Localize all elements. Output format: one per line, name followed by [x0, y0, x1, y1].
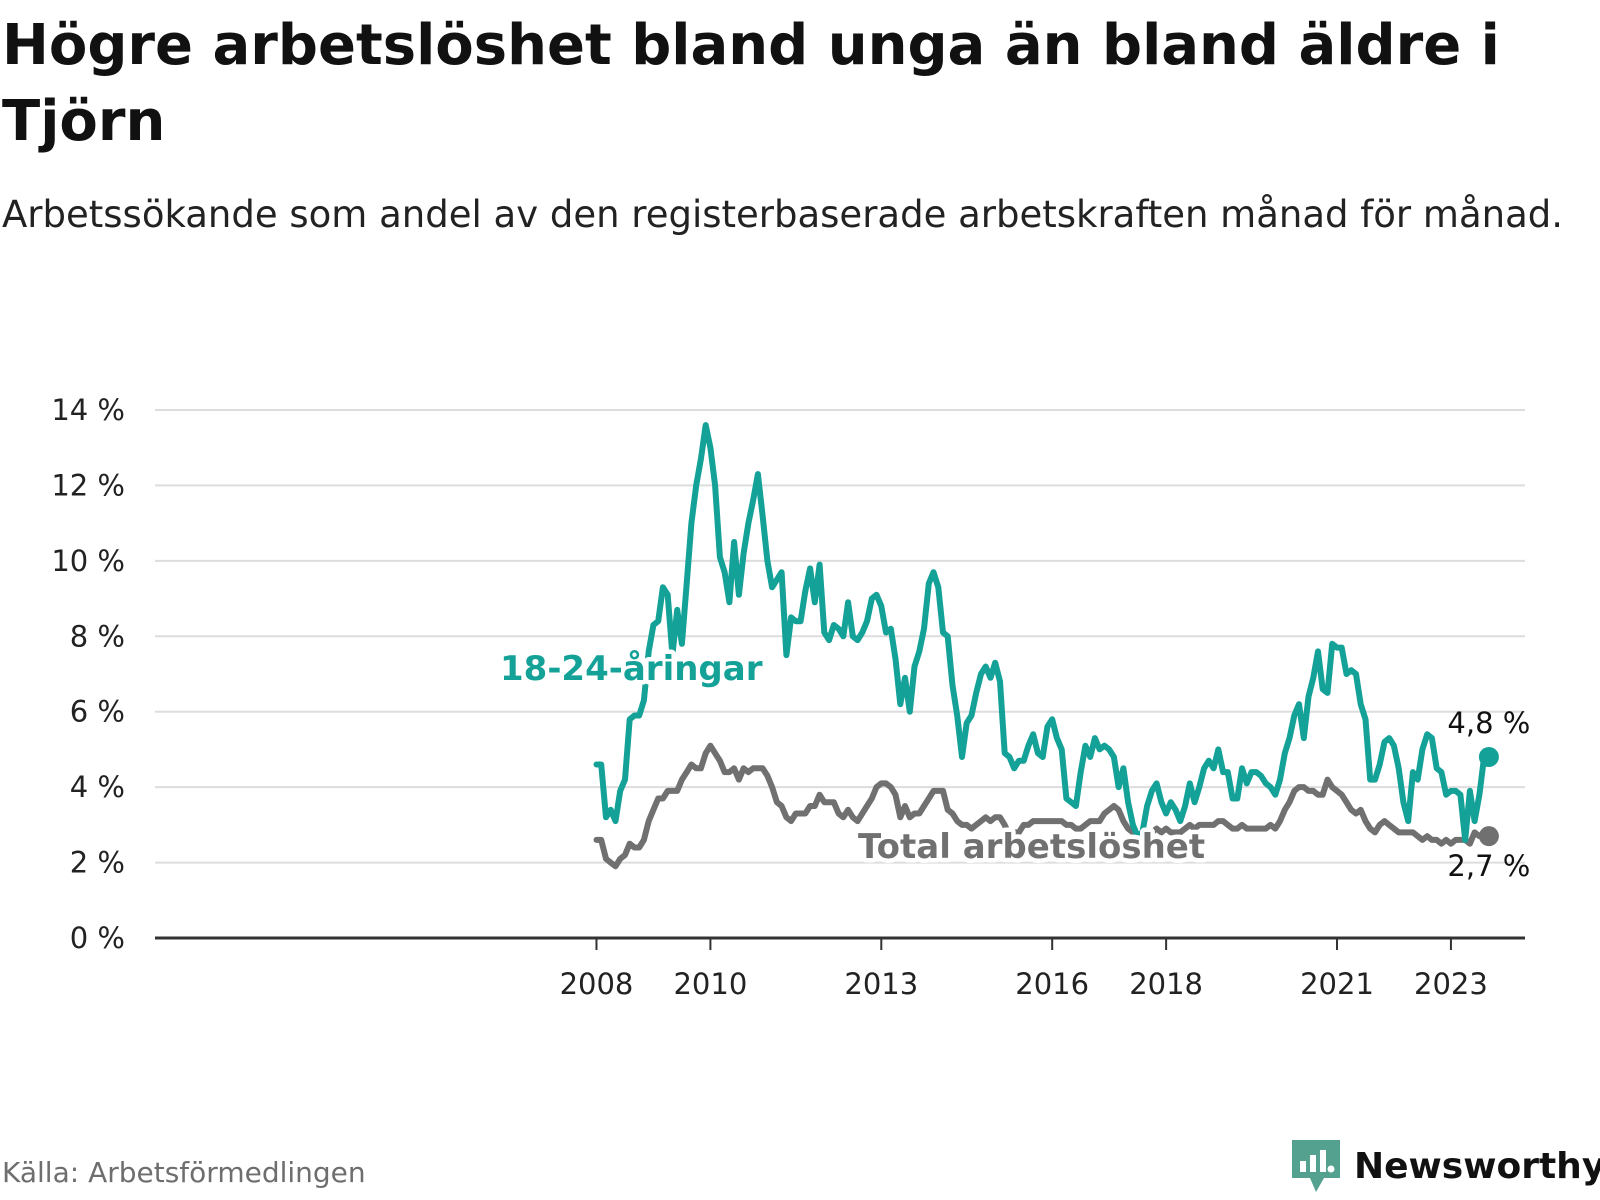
- x-tick-label: 2023: [1414, 967, 1488, 1001]
- y-tick-label: 0 %: [70, 921, 125, 955]
- x-tick-label: 2010: [673, 967, 747, 1001]
- brand-name: Newsworthy: [1354, 1145, 1600, 1187]
- youth-end-value-label: 4,8 %: [1447, 706, 1530, 740]
- x-tick-label: 2018: [1129, 967, 1203, 1001]
- total-series-line: [593, 742, 1492, 870]
- y-tick-label: 12 %: [51, 468, 125, 502]
- series-lines: [593, 422, 1499, 870]
- x-tick-label: 2008: [560, 967, 634, 1001]
- total-end-point: [1478, 826, 1499, 847]
- x-tick-label: 2013: [844, 967, 918, 1001]
- y-tick-label: 6 %: [70, 695, 125, 729]
- x-tick-label: 2021: [1300, 967, 1374, 1001]
- total-end-value-label: 2,7 %: [1447, 849, 1530, 883]
- y-tick-label: 2 %: [70, 846, 125, 880]
- newsworthy-logo-icon: [1292, 1140, 1340, 1192]
- total-series-label: Total arbetslöshet: [858, 827, 1205, 867]
- line-chart: 0 % 2 % 4 % 6 % 8 % 10 % 12 % 14 % 2008 2010 2013…: [51, 393, 1531, 1001]
- x-axis-ticks: 2008 2010 2013 2016 2018 2021 2023: [560, 938, 1488, 1001]
- youth-end-point: [1478, 746, 1499, 767]
- gridlines: [155, 409, 1525, 864]
- youth-series-line: [593, 422, 1492, 843]
- chart-title: Högre arbetslöshet bland unga än bland ä…: [2, 13, 1500, 154]
- youth-series-label: 18-24-åringar: [500, 649, 763, 689]
- series-labels: 18-24-åringar Total arbetslöshet 4,8 % 2,7 …: [496, 645, 1531, 884]
- newsworthy-brand[interactable]: Newsworthy: [1290, 1138, 1600, 1194]
- chart-subtitle: Arbetssökande som andel av den registerb…: [2, 193, 1563, 236]
- x-tick-label: 2016: [1015, 967, 1089, 1001]
- y-tick-label: 14 %: [51, 393, 125, 427]
- y-tick-label: 10 %: [51, 544, 125, 578]
- y-tick-label: 4 %: [70, 770, 125, 804]
- y-axis-ticks: 0 % 2 % 4 % 6 % 8 % 10 % 12 % 14 %: [51, 393, 125, 955]
- source-note: Källa: Arbetsförmedlingen: [2, 1156, 366, 1189]
- y-tick-label: 8 %: [70, 619, 125, 653]
